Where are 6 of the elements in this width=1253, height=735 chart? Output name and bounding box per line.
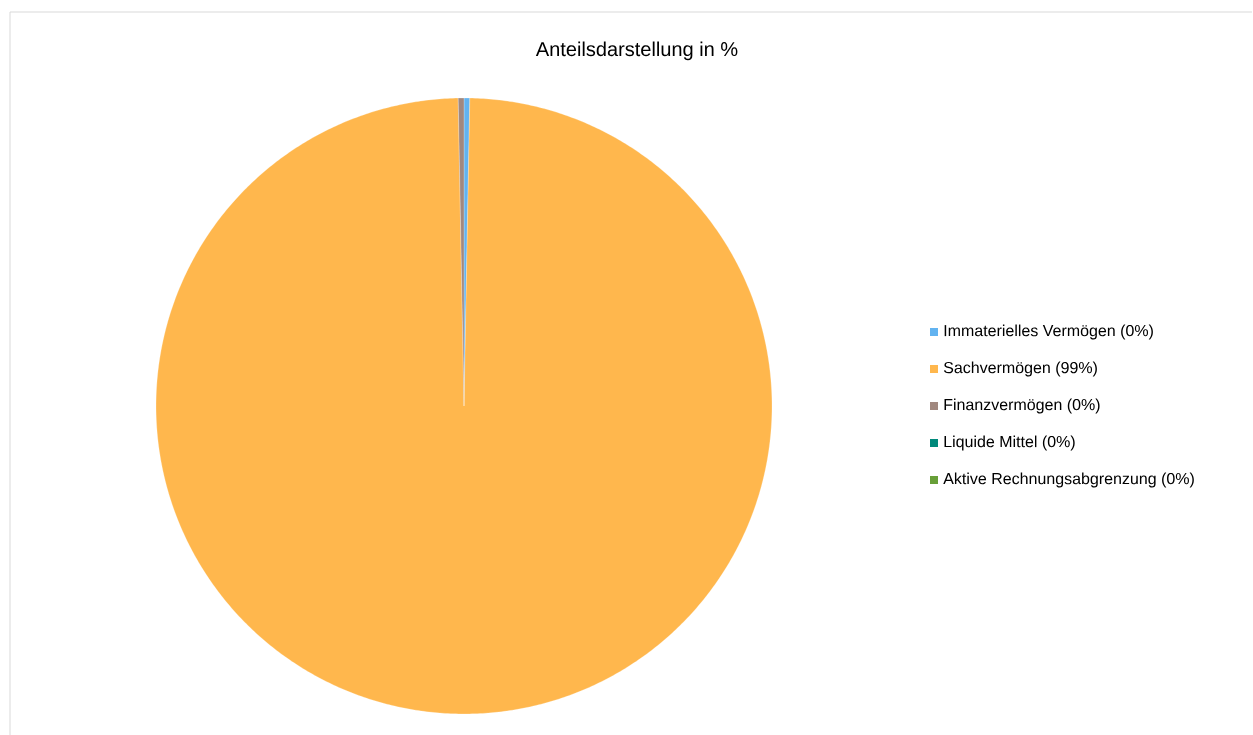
legend-label: Liquide Mittel (0%) xyxy=(944,435,1075,451)
legend-label: Aktive Rechnungsabgrenzung (0%) xyxy=(943,472,1194,488)
legend-label: Sachvermögen (99%) xyxy=(943,361,1097,377)
chart-title: Anteilsdarstellung in % xyxy=(535,41,738,60)
legend-label: Finanzvermögen (0%) xyxy=(944,398,1100,414)
legend-label: Immaterielles Vermögen (0%) xyxy=(944,324,1153,340)
